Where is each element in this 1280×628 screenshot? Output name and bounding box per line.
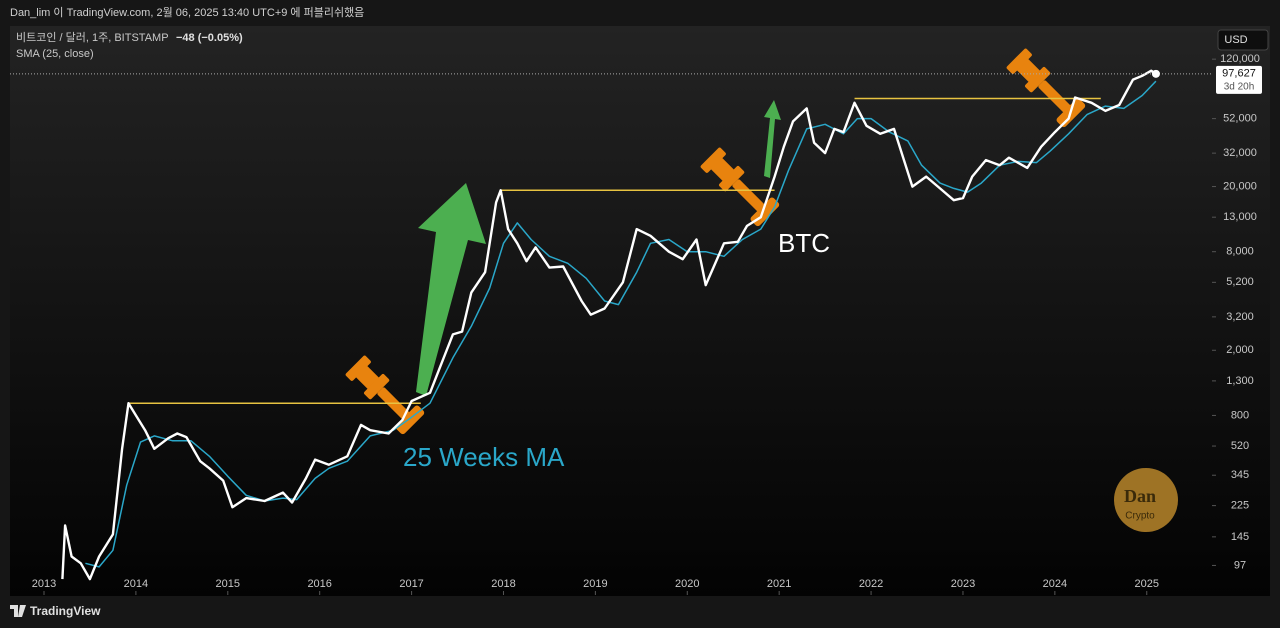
- watermark: Crypto: [1125, 511, 1155, 522]
- annotation: BTC: [778, 228, 830, 258]
- x-tick-label: 2023: [951, 578, 975, 590]
- y-tick-label: 225: [1231, 500, 1249, 512]
- y-tick-label: 145: [1231, 531, 1249, 543]
- x-tick-label: 2021: [767, 578, 791, 590]
- last-price-dot: [1151, 69, 1160, 78]
- publisher: Dan_lim 이 TradingView.com, 2월 06, 2025 1…: [10, 6, 364, 19]
- x-tick-label: 2022: [859, 578, 883, 590]
- indicator: SMA (25, close): [16, 48, 94, 60]
- x-tick-label: 2018: [491, 578, 515, 590]
- watermark: Dan: [1124, 486, 1156, 506]
- y-tick-label: 2,000: [1226, 344, 1254, 356]
- y-tick-label: 345: [1231, 469, 1249, 481]
- footer: [0, 598, 1280, 628]
- x-tick-label: 2013: [32, 578, 56, 590]
- symbol: 비트코인 / 달러, 1주, BITSTAMP: [16, 31, 169, 44]
- y-tick-label: 800: [1231, 409, 1249, 421]
- last-price-label: 97,627: [1222, 68, 1256, 80]
- y-tick-label: 3,200: [1226, 311, 1254, 323]
- x-tick-label: 2024: [1043, 578, 1067, 590]
- x-tick-label: 2015: [216, 578, 240, 590]
- plot-background: [10, 26, 1270, 596]
- annotation: 25 Weeks MA: [403, 442, 565, 472]
- y-tick-label: 20,000: [1223, 180, 1257, 192]
- currency-box[interactable]: [1217, 29, 1269, 51]
- sma-line: [85, 80, 1157, 568]
- x-tick-label: 2014: [124, 578, 148, 590]
- y-tick-label: 1,300: [1226, 375, 1254, 387]
- y-tick-label: 32,000: [1223, 147, 1257, 159]
- y-tick-label: 8,000: [1226, 246, 1254, 258]
- countdown: 3d 20h: [1224, 81, 1255, 92]
- x-tick-label: 2017: [399, 578, 423, 590]
- arrow-up: [764, 100, 781, 178]
- price-line: [61, 69, 1157, 581]
- x-tick-label: 2016: [307, 578, 331, 590]
- y-tick-label: 120,000: [1220, 53, 1260, 65]
- y-tick-label: 97: [1234, 559, 1246, 571]
- x-tick-label: 2025: [1135, 578, 1159, 590]
- y-tick-label: 520: [1231, 440, 1249, 452]
- brand-logo: [10, 605, 26, 617]
- change: −48 (−0.05%): [176, 32, 243, 44]
- watermark-logo: [1114, 468, 1178, 532]
- brand: TradingView: [30, 604, 101, 618]
- last-price-box: [1216, 65, 1262, 94]
- x-tick-label: 2020: [675, 578, 699, 590]
- y-tick-label: 52,000: [1223, 113, 1257, 125]
- y-tick-label: 13,000: [1223, 211, 1257, 223]
- y-tick-label: 5,200: [1226, 276, 1254, 288]
- currency[interactable]: USD: [1224, 34, 1247, 46]
- arrow-up: [416, 183, 486, 396]
- x-tick-label: 2019: [583, 578, 607, 590]
